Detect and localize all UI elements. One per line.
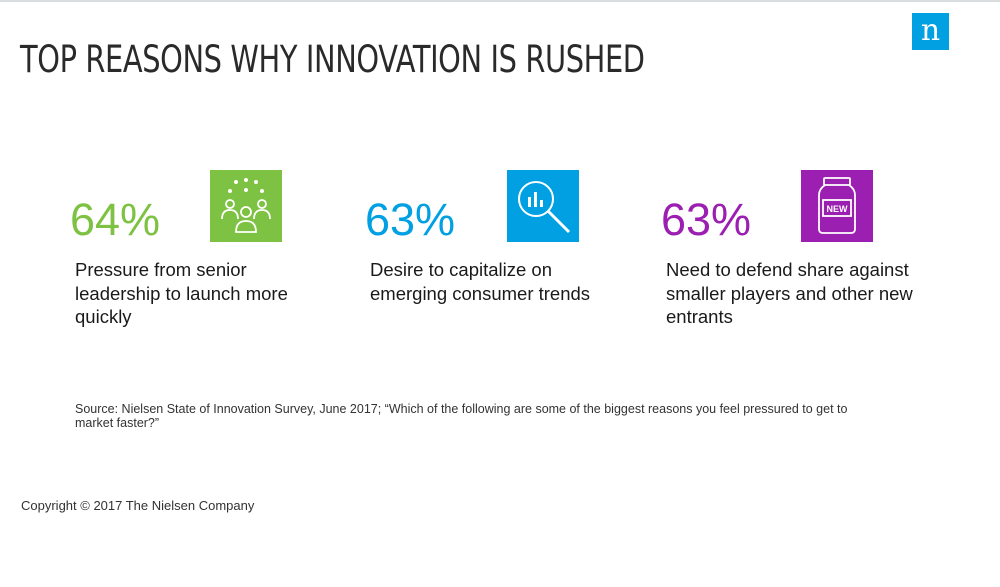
jar-label: NEW	[827, 204, 849, 214]
copyright-notice: Copyright © 2017 The Nielsen Company	[21, 498, 255, 513]
stat-card-consumer-trends: 63% Desire to capitalize on emerging con…	[365, 170, 645, 350]
stat-description: Pressure from senior leadership to launc…	[75, 259, 288, 327]
new-jar-icon: NEW	[801, 170, 873, 242]
people-group-icon	[210, 170, 282, 242]
top-divider	[0, 0, 1000, 2]
stat-card-leadership: 64% Pressure from senior leadership to	[70, 170, 350, 350]
magnifier-chart-icon	[507, 170, 579, 242]
stat-value: 63%	[661, 194, 752, 245]
page-title: TOP REASONS WHY INNOVATION IS RUSHED	[20, 38, 645, 81]
stat-card-defend-share: 63% NEW Need to defend share against sma…	[661, 170, 941, 350]
stat-description: Desire to capitalize on emerging consume…	[370, 259, 591, 304]
nielsen-logo: n	[912, 13, 949, 50]
stat-value: 63%	[365, 194, 456, 245]
source-note: Source: Nielsen State of Innovation Surv…	[75, 402, 848, 430]
stat-value: 64%	[70, 194, 161, 245]
stat-description: Need to defend share against smaller pla…	[666, 259, 913, 327]
